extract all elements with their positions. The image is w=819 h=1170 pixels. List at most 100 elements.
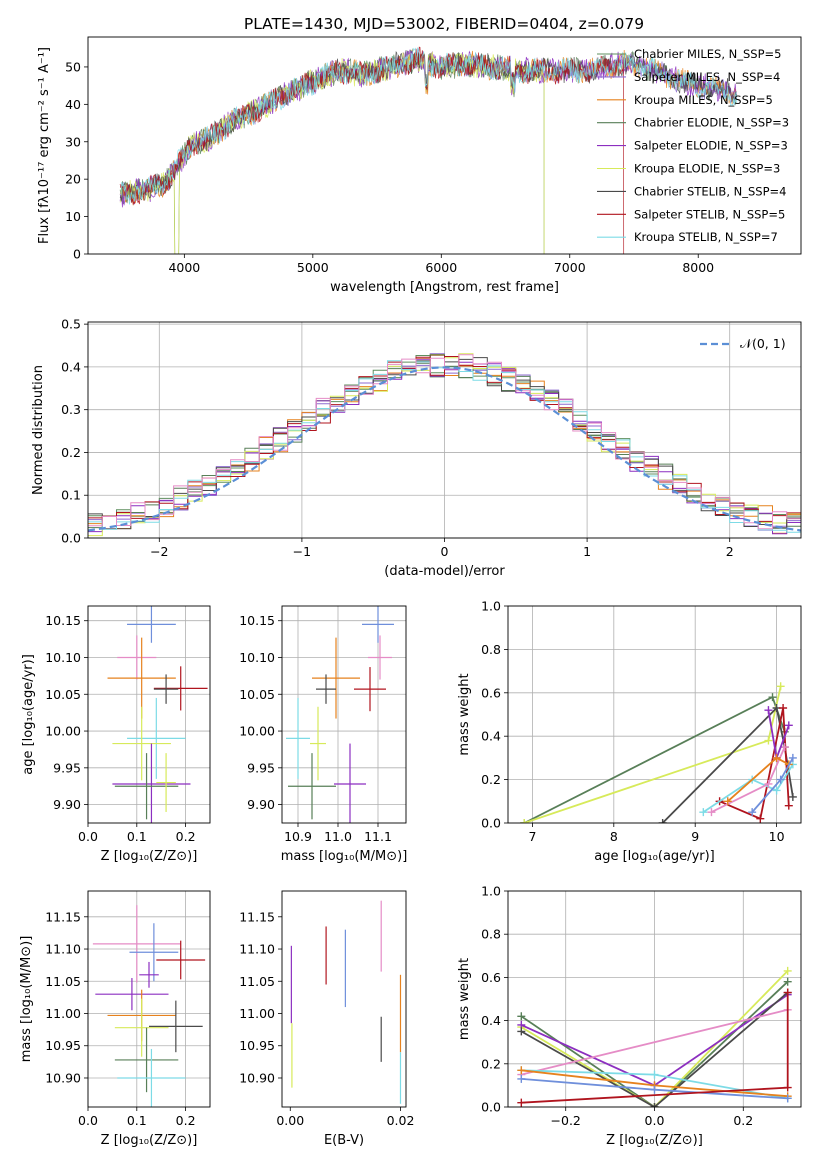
- x-tick-label: 4000: [168, 260, 200, 275]
- axes-frame: [87, 36, 802, 255]
- y-tick-label: 0.6: [481, 970, 501, 985]
- weight-marker: [779, 703, 788, 712]
- y-tick-label: 11.15: [239, 909, 275, 924]
- y-tick-label: 0.6: [481, 685, 501, 700]
- weight-line: [702, 763, 794, 813]
- x-tick-label: 0.1: [127, 1113, 147, 1128]
- x-axis-label: Z [log₁₀(Z/Z⊙)]: [606, 1133, 703, 1148]
- weight-line: [520, 970, 789, 1107]
- x-tick-label: 11.0: [324, 829, 352, 844]
- plot-area: [517, 966, 792, 1107]
- weight-marker: [650, 1070, 659, 1079]
- y-tick-label: 10.95: [45, 1038, 81, 1053]
- legend: Chabrier MILES, N_SSP=5 Salpeter MILES, N…: [597, 47, 789, 244]
- x-tick-label: 0: [441, 544, 449, 559]
- weight-marker: [783, 966, 792, 975]
- y-tick-label: 10.15: [239, 613, 275, 628]
- weight-marker: [517, 1012, 526, 1021]
- legend-label: Chabrier STELIB, N_SSP=4: [634, 184, 786, 198]
- legend-label: Kroupa MILES, N_SSP=5: [634, 93, 773, 107]
- weight-marker: [783, 988, 792, 997]
- y-axis-label: Normed distribution: [31, 365, 46, 495]
- histogram-step: [88, 354, 801, 530]
- x-tick-label: −1: [293, 544, 311, 559]
- y-axis-label: mass weight: [457, 958, 472, 1040]
- spectrum-line: [120, 46, 738, 205]
- x-tick-label: −0.2: [551, 1113, 581, 1128]
- weight-marker: [748, 808, 757, 817]
- plot-area: [88, 353, 801, 537]
- x-tick-label: 10: [769, 829, 785, 844]
- weight-marker: [788, 792, 797, 801]
- y-tick-label: 0.3: [61, 402, 81, 417]
- weight-line: [523, 695, 786, 823]
- y-tick-label: 11.00: [239, 1006, 275, 1021]
- weight-marker: [772, 786, 781, 795]
- axes-frame: [281, 890, 407, 1108]
- y-tick-label: 11.00: [45, 1006, 81, 1021]
- x-tick-label: 0.1: [127, 829, 147, 844]
- x-axis-label: wavelength [Angstrom, rest frame]: [330, 280, 559, 295]
- x-tick-label: 0.2: [176, 829, 196, 844]
- x-tick-label: 7000: [554, 260, 586, 275]
- x-tick-label: 0.00: [276, 1113, 304, 1128]
- x-tick-label: 7: [528, 829, 536, 844]
- y-tick-label: 10.95: [239, 1038, 275, 1053]
- age-vs-metallicity-panel: 0.0 0.1 0.2 9.90 9.95 10.00 10.05 10.10 10.15 Z […: [21, 605, 211, 864]
- weight-marker: [772, 753, 781, 762]
- weight-marker: [764, 736, 773, 745]
- weight-marker: [650, 1085, 659, 1094]
- plot-area: [107, 606, 208, 823]
- x-tick-label: 11.1: [364, 829, 392, 844]
- y-tick-label: 20: [65, 172, 81, 187]
- y-tick-label: 11.10: [45, 942, 81, 957]
- y-tick-label: 50: [65, 59, 81, 74]
- weight-marker: [517, 1066, 526, 1075]
- weight-marker: [517, 1074, 526, 1083]
- weight-marker: [768, 693, 777, 702]
- weight-marker: [517, 1098, 526, 1107]
- spectrum-line: [119, 51, 545, 254]
- y-axis-label: Flux [fλ10⁻¹⁷ erg cm⁻² s⁻¹ A⁻¹]: [37, 47, 52, 244]
- weight-marker: [784, 721, 793, 730]
- x-tick-label: 8: [610, 829, 618, 844]
- weight-marker: [650, 1103, 659, 1107]
- legend-label: Chabrier ELODIE, N_SSP=3: [634, 116, 789, 130]
- weight-marker: [723, 797, 732, 806]
- legend-label: Salpeter STELIB, N_SSP=5: [634, 207, 785, 221]
- weight-marker: [764, 706, 773, 715]
- figure-title: PLATE=1430, MJD=53002, FIBERID=0404, z=0…: [244, 15, 644, 33]
- x-tick-label: 2: [726, 544, 734, 559]
- x-tick-label: 5000: [297, 260, 329, 275]
- y-tick-label: 1.0: [481, 884, 501, 899]
- y-tick-label: 0.4: [481, 729, 501, 744]
- x-tick-label: 0.0: [645, 1113, 665, 1128]
- y-tick-label: 9.90: [53, 797, 81, 812]
- weight-marker: [783, 977, 792, 986]
- y-tick-label: 9.90: [247, 797, 275, 812]
- y-tick-label: 10.15: [45, 613, 81, 628]
- axes-frame: [281, 605, 407, 824]
- legend: 𝒩(0, 1): [700, 336, 786, 351]
- x-tick-label: 0.2: [176, 1113, 196, 1128]
- y-tick-label: 0.5: [61, 317, 81, 332]
- y-tick-label: 11.15: [45, 909, 81, 924]
- y-tick-label: 0.8: [481, 927, 501, 942]
- y-tick-label: 0.1: [61, 488, 81, 503]
- weight-marker: [784, 801, 793, 810]
- weight-line: [520, 981, 789, 1107]
- weight-line: [521, 1008, 788, 1076]
- plot-area: [286, 606, 394, 823]
- weight-marker: [788, 753, 797, 762]
- x-tick-label: 8000: [682, 260, 714, 275]
- legend-label: Kroupa STELIB, N_SSP=7: [634, 230, 778, 244]
- axes-frame: [507, 890, 802, 1108]
- y-tick-label: 10.00: [45, 724, 81, 739]
- y-tick-label: 0.0: [481, 1100, 501, 1115]
- x-tick-label: 0.02: [387, 1113, 415, 1128]
- y-tick-label: 10.10: [239, 650, 275, 665]
- residuals-panel: −2 −1 0 1 2 0.0 0.1 0.2 0.3 0.4 0.5 (data-model)/er…: [31, 317, 802, 579]
- y-tick-label: 10.90: [45, 1070, 81, 1085]
- y-tick-label: 0.2: [481, 772, 501, 787]
